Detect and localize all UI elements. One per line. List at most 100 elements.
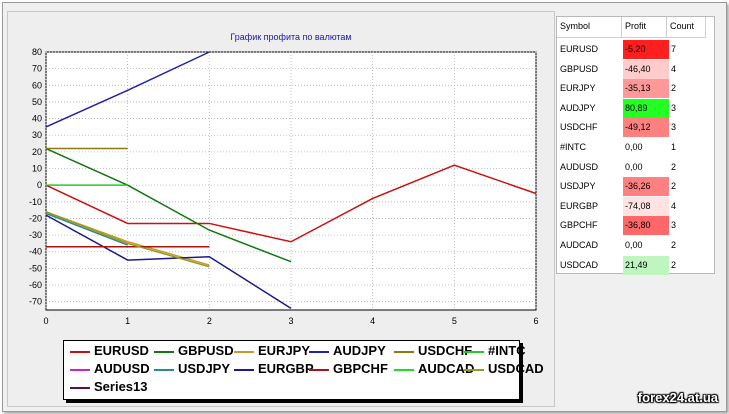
symbol-cell: #INTC	[560, 142, 587, 152]
y-tick-label: -10	[29, 197, 42, 207]
legend-swatch	[70, 387, 90, 389]
table-row[interactable]: EURUSD -5,20 7	[557, 38, 714, 60]
y-tick-label: 80	[32, 47, 42, 57]
series-line-gbpusd	[45, 147, 292, 263]
count-cell: 2	[671, 161, 677, 172]
legend-label: GBPUSD	[178, 343, 234, 358]
y-tick-label: 40	[32, 114, 42, 124]
legend-swatch	[464, 351, 484, 353]
legend-label: USDCHF	[418, 343, 473, 358]
watermark-text: forex24.at.ua	[637, 390, 718, 405]
profit-table[interactable]: Symbol Profit Count EURUSD -5,20 7 GBPUSD -4…	[556, 16, 715, 276]
symbol-column-header[interactable]: Symbol	[557, 17, 622, 38]
symbol-cell: AUDUSD	[560, 161, 599, 172]
series-line-usdcad	[45, 211, 210, 268]
profit-cell: -74,08	[623, 196, 669, 216]
count-column-header[interactable]: Count	[667, 17, 706, 38]
x-tick-label: 5	[452, 316, 457, 326]
y-tick-label: -20	[29, 213, 42, 223]
legend-label: AUDJPY	[333, 343, 386, 358]
count-cell: 2	[671, 259, 677, 270]
profit-column-header[interactable]: Profit	[622, 17, 667, 38]
legend-swatch	[464, 369, 484, 371]
profit-cell: -36,26	[623, 177, 669, 197]
legend-label: GBPCHF	[333, 361, 388, 376]
profit-cell: -35,13	[623, 79, 669, 99]
legend-swatch	[70, 369, 90, 371]
legend-label: Series13	[94, 379, 148, 394]
table-row[interactable]: AUDUSD 0,00 2	[557, 156, 714, 178]
series-line-audjpy	[45, 51, 210, 128]
count-cell: 2	[671, 240, 677, 250]
legend-label: EURJPY	[258, 343, 311, 358]
profit-cell: 0,00	[623, 157, 669, 177]
legend-swatch	[234, 351, 254, 353]
x-tick-label: 4	[370, 316, 375, 326]
symbol-cell: EURGBP	[560, 200, 599, 211]
legend-label: EURUSD	[94, 343, 149, 358]
profit-cell: 80,89	[623, 98, 669, 118]
table-row[interactable]: AUDJPY 80,89 3	[557, 97, 714, 119]
profit-cell: -36,80	[623, 216, 669, 236]
symbol-cell: GBPCHF	[560, 220, 598, 231]
legend-label: AUDUSD	[94, 361, 150, 376]
chart-legend: EURUSD GBPUSD EURJPY AUDJPY USDCHF #INTC AUDUS…	[63, 340, 544, 400]
table-row[interactable]: EURGBP -74,08 4	[557, 195, 714, 217]
chart-panel: График профита по валютам 80 70 60 50 40 30 20 1…	[7, 11, 555, 407]
y-tick-label: -70	[29, 297, 42, 307]
count-cell: 1	[671, 142, 677, 152]
profit-chart: График профита по валютам807060504030201…	[29, 32, 539, 326]
legend-swatch	[309, 351, 329, 353]
legend-label: USDJPY	[178, 361, 231, 376]
legend-swatch	[394, 369, 414, 371]
table-row[interactable]: USDCAD 21,49 2	[557, 254, 714, 276]
profit-cell: -46,40	[623, 59, 669, 79]
table-row[interactable]: #INTC 0,00 1	[557, 136, 714, 158]
series-line-usdjpy	[45, 212, 128, 246]
symbol-cell: USDCAD	[560, 259, 599, 270]
count-cell: 3	[671, 122, 677, 133]
count-cell: 4	[671, 63, 677, 74]
table-row[interactable]: AUDCAD 0,00 2	[557, 234, 714, 256]
count-cell: 3	[671, 220, 677, 231]
y-tick-label: 20	[32, 147, 42, 157]
table-row[interactable]: USDCHF -49,12 3	[557, 116, 714, 138]
symbol-cell: AUDCAD	[560, 240, 599, 250]
count-cell: 4	[671, 200, 677, 211]
symbol-cell: USDJPY	[560, 181, 596, 192]
y-tick-label: 70	[32, 64, 42, 74]
series-line-eurusd	[45, 164, 537, 243]
table-row[interactable]: EURJPY -35,13 2	[557, 77, 714, 99]
y-tick-label: -30	[29, 230, 42, 240]
table-row[interactable]: GBPCHF -36,80 3	[557, 214, 714, 236]
count-cell: 3	[671, 102, 677, 113]
y-tick-label: 30	[32, 130, 42, 140]
y-tick-label: -60	[29, 280, 42, 290]
count-cell: 2	[671, 181, 677, 192]
table-row[interactable]: USDJPY -36,26 2	[557, 175, 714, 197]
count-cell: 2	[671, 83, 677, 94]
table-row[interactable]: GBPUSD -46,40 4	[557, 58, 714, 80]
x-tick-label: 1	[125, 316, 130, 326]
legend-swatch	[234, 369, 254, 371]
series-line-eurgbp	[45, 214, 292, 309]
x-tick-label: 2	[207, 316, 212, 326]
y-tick-label: 60	[32, 80, 42, 90]
legend-swatch	[154, 369, 174, 371]
legend-swatch	[309, 369, 329, 371]
y-tick-label: -40	[29, 247, 42, 257]
profit-cell: -49,12	[623, 118, 669, 138]
legend-label: AUDCAD	[418, 361, 475, 376]
chart-title: График профита по валютам	[230, 32, 351, 42]
y-tick-label: 0	[37, 180, 42, 190]
legend-label: EURGBP	[258, 361, 314, 376]
profit-cell: -5,20	[623, 40, 669, 59]
symbol-cell: GBPUSD	[560, 63, 599, 74]
symbol-cell: EURJPY	[560, 83, 596, 94]
legend-swatch	[70, 351, 90, 353]
profit-cell: 21,49	[623, 255, 669, 275]
y-tick-label: -50	[29, 263, 42, 273]
legend-swatch	[154, 351, 174, 353]
y-tick-label: 50	[32, 97, 42, 107]
